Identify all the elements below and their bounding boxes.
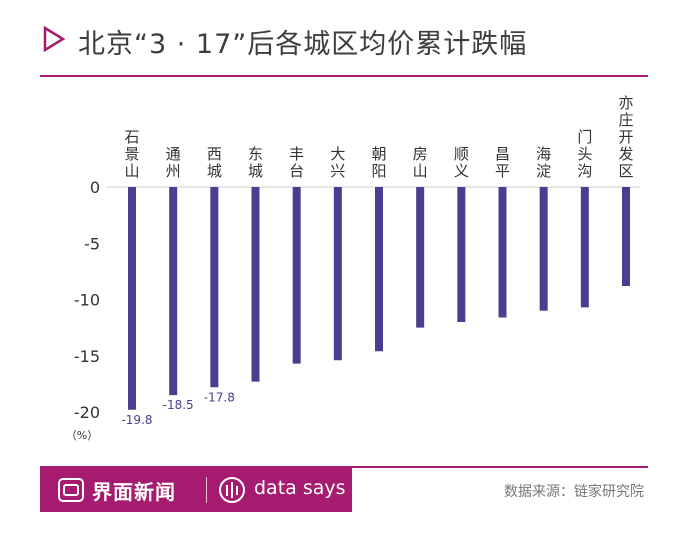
x-category-label: 门 [577, 128, 592, 146]
data-source: 数据来源：链家研究院 [504, 484, 644, 500]
x-category-label: 开 [618, 128, 633, 146]
x-category-label: 兴 [330, 162, 345, 180]
x-category-label: 景 [124, 145, 139, 163]
bar [457, 187, 466, 322]
x-category-label: 昌 [495, 145, 510, 163]
bar [539, 187, 548, 311]
data-label: -19.8 [121, 413, 152, 427]
jiemian-logo-icon [58, 478, 84, 502]
x-category-label: 阳 [371, 162, 386, 180]
x-category-label: 房 [413, 145, 428, 163]
chart-title: 北京“3 · 17”后各城区均价累计跌幅 [78, 29, 528, 60]
bar [251, 187, 260, 382]
x-category-label: 西 [207, 145, 222, 163]
x-category-label: 区 [618, 162, 633, 180]
x-category-label: 庄 [618, 111, 633, 129]
x-category-label: 东 [248, 145, 263, 163]
x-category-label: 朝 [371, 145, 386, 163]
bar [416, 187, 425, 328]
data-says-text: data says [254, 477, 346, 499]
x-category-label: 山 [413, 162, 428, 180]
data-label: -18.5 [163, 398, 194, 412]
brand-name: 界面新闻 [92, 480, 176, 504]
y-tick-label: -10 [74, 291, 100, 310]
x-category-label: 大 [330, 145, 345, 163]
x-category-label: 淀 [536, 162, 551, 180]
x-category-label: 头 [577, 145, 592, 163]
bar-chart: 0-5-10-15-20（%）石景山-19.8通州-18.5西城-17.8东城丰… [66, 94, 640, 442]
y-tick-label: -20 [74, 403, 100, 422]
bar [292, 187, 301, 364]
y-unit-label: （%） [66, 429, 98, 442]
x-category-label: 台 [289, 162, 304, 180]
x-category-label: 亦 [618, 94, 633, 112]
footer: 界面新闻 data says 数据来源：链家研究院 [40, 466, 648, 512]
bar [210, 187, 219, 388]
x-category-label: 通 [166, 145, 181, 163]
bar [375, 187, 383, 352]
x-category-label: 丰 [289, 145, 304, 163]
x-category-label: 城 [248, 162, 263, 180]
y-tick-label: 0 [90, 178, 100, 197]
x-category-label: 山 [124, 162, 139, 180]
play-arrow-icon [43, 26, 65, 52]
bar [622, 187, 630, 286]
x-category-label: 平 [495, 162, 510, 180]
y-tick-label: -5 [84, 234, 100, 253]
header: 北京“3 · 17”后各城区均价累计跌幅 [0, 0, 680, 78]
data-label: -17.8 [204, 390, 235, 404]
data-says-logo-icon [219, 477, 245, 503]
bar [128, 187, 136, 410]
x-category-label: 海 [536, 145, 551, 163]
x-category-label: 义 [454, 162, 469, 180]
x-category-label: 沟 [577, 162, 592, 180]
bar [169, 187, 178, 396]
brand-banner: 界面新闻 data says [40, 468, 352, 512]
x-category-label: 州 [166, 162, 181, 180]
x-category-label: 城 [207, 162, 222, 180]
bar [580, 187, 589, 308]
x-category-label: 石 [124, 128, 139, 146]
x-category-label: 顺 [454, 145, 469, 163]
bar [498, 187, 507, 318]
x-category-label: 发 [618, 145, 633, 163]
bar [333, 187, 342, 361]
y-tick-label: -15 [74, 347, 100, 366]
title-rule [40, 75, 648, 77]
brand-separator [206, 477, 207, 503]
